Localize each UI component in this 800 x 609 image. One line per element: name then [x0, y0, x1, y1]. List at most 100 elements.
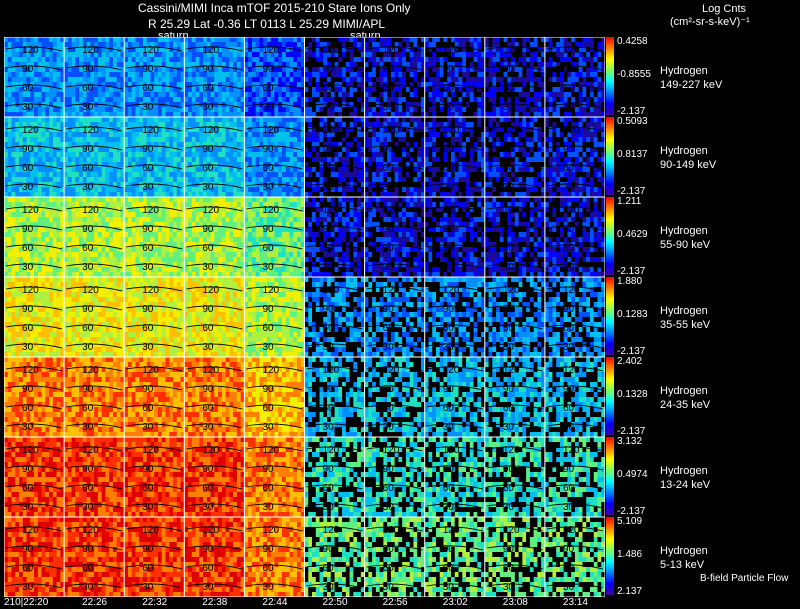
image-panel: 120 90 60 30 — [484, 37, 546, 118]
contour-label: 90 — [503, 144, 515, 155]
image-panel: 120 90 60 30 — [124, 357, 185, 438]
image-panel: 120 90 60 30 — [544, 37, 606, 118]
contour-label: 90 — [82, 304, 94, 315]
image-panel: 120 90 60 30 — [484, 117, 546, 198]
colorbar-min-value: 2.137 — [617, 586, 643, 597]
image-panel: 120 90 60 30 — [184, 37, 245, 118]
contour-label: 90 — [22, 64, 34, 75]
contour-label: 120 — [443, 205, 460, 216]
energy-label: 35-55 keV — [660, 319, 711, 331]
contour-label: 60 — [503, 483, 515, 494]
contour-label: 30 — [383, 502, 395, 513]
contour-label: 60 — [503, 83, 515, 94]
contour-label: 30 — [142, 422, 154, 433]
contour-label: 90 — [142, 384, 154, 395]
image-panel: 120 90 60 30 — [364, 517, 425, 598]
contour-label: 30 — [82, 262, 94, 273]
contour-label: 120 — [142, 365, 159, 376]
contour-label: 90 — [503, 224, 515, 235]
contour-label: 30 — [142, 262, 154, 273]
image-panel: 120 90 60 30 — [424, 197, 486, 278]
contour-label: 90 — [142, 224, 154, 235]
contour-label: 90 — [503, 464, 515, 475]
contour-label: 120 — [503, 365, 520, 376]
row-label: Hydrogen 55-90 keV — [660, 224, 710, 252]
contour-label: 120 — [262, 525, 279, 536]
contour-label: 60 — [142, 243, 154, 254]
contour-label: 90 — [142, 144, 154, 155]
contour-label: 90 — [262, 464, 274, 475]
contour-label: 30 — [262, 582, 274, 593]
contour-label: 120 — [82, 125, 99, 136]
contour-label: 120 — [262, 365, 279, 376]
image-panel: 120 90 60 30 — [304, 117, 365, 198]
contour-label: 90 — [22, 304, 34, 315]
contour-label: 60 — [262, 563, 274, 574]
contour-label: 30 — [142, 342, 154, 353]
contour-label: 120 — [202, 365, 219, 376]
contour-label: 60 — [443, 83, 455, 94]
contour-label: 60 — [82, 403, 94, 414]
contour-label: 60 — [323, 323, 335, 334]
image-panel: 120 90 60 30 — [4, 277, 65, 358]
contour-label: 30 — [82, 422, 94, 433]
contour-label: 60 — [202, 403, 214, 414]
contour-label: 120 — [503, 125, 520, 136]
contour-label: 120 — [22, 125, 39, 136]
colorbar-max-value: 0.5093 — [617, 116, 648, 127]
contour-label: 60 — [323, 483, 335, 494]
species-label: Hydrogen — [660, 545, 708, 557]
image-panel: 120 90 60 30 — [304, 197, 365, 278]
contour-label: 30 — [503, 422, 515, 433]
contour-label: 90 — [202, 384, 214, 395]
contour-label: 90 — [262, 224, 274, 235]
image-panel: 120 90 60 30 — [184, 117, 245, 198]
colorbar — [606, 517, 614, 595]
colorbar-mid-value: 0.4629 — [617, 229, 648, 240]
contour-label: 120 — [323, 525, 340, 536]
image-panel: 120 90 60 30 — [364, 37, 425, 118]
contour-label: 60 — [22, 83, 34, 94]
contour-label: 90 — [443, 224, 455, 235]
contour-label: 60 — [202, 483, 214, 494]
image-panel: 120 90 60 30 — [244, 117, 305, 198]
contour-label: 60 — [383, 403, 395, 414]
contour-label: 60 — [82, 83, 94, 94]
image-panel: 120 90 60 30 — [304, 517, 365, 598]
contour-label: 30 — [563, 582, 575, 593]
contour-label: 90 — [323, 144, 335, 155]
contour-label: 120 — [142, 205, 159, 216]
contour-label: 60 — [22, 563, 34, 574]
row-label: Hydrogen 149-227 keV — [660, 64, 722, 92]
contour-label: 120 — [323, 285, 340, 296]
colorbar-mid-value: 0.1328 — [617, 389, 648, 400]
contour-label: 120 — [142, 125, 159, 136]
contour-label: 30 — [443, 582, 455, 593]
contour-label: 30 — [142, 182, 154, 193]
row-label: Hydrogen 24-35 keV — [660, 384, 710, 412]
image-panel: 120 90 60 30 — [484, 517, 546, 598]
colorbar-max-value: 1.211 — [617, 196, 642, 207]
image-panel: 120 90 60 30 — [424, 37, 486, 118]
contour-label: 60 — [563, 163, 575, 174]
contour-label: 90 — [383, 64, 395, 75]
contour-label: 30 — [22, 182, 34, 193]
time-label: 22:56 — [382, 597, 408, 608]
contour-label: 30 — [323, 182, 335, 193]
colorbar — [606, 37, 614, 115]
image-panel: 120 90 60 30 — [64, 517, 125, 598]
contour-label: 30 — [383, 422, 395, 433]
contour-label: 120 — [383, 125, 400, 136]
image-panel: 120 90 60 30 — [544, 197, 606, 278]
contour-label: 30 — [22, 582, 34, 593]
contour-label: 60 — [503, 563, 515, 574]
contour-label: 120 — [443, 445, 460, 456]
contour-label: 60 — [323, 403, 335, 414]
contour-label: 60 — [443, 163, 455, 174]
contour-label: 120 — [323, 45, 340, 56]
contour-label: 90 — [202, 224, 214, 235]
contour-label: 60 — [383, 483, 395, 494]
colorbar-max-value: 3.132 — [617, 436, 643, 447]
contour-label: 30 — [262, 262, 274, 273]
contour-label: 90 — [443, 64, 455, 75]
